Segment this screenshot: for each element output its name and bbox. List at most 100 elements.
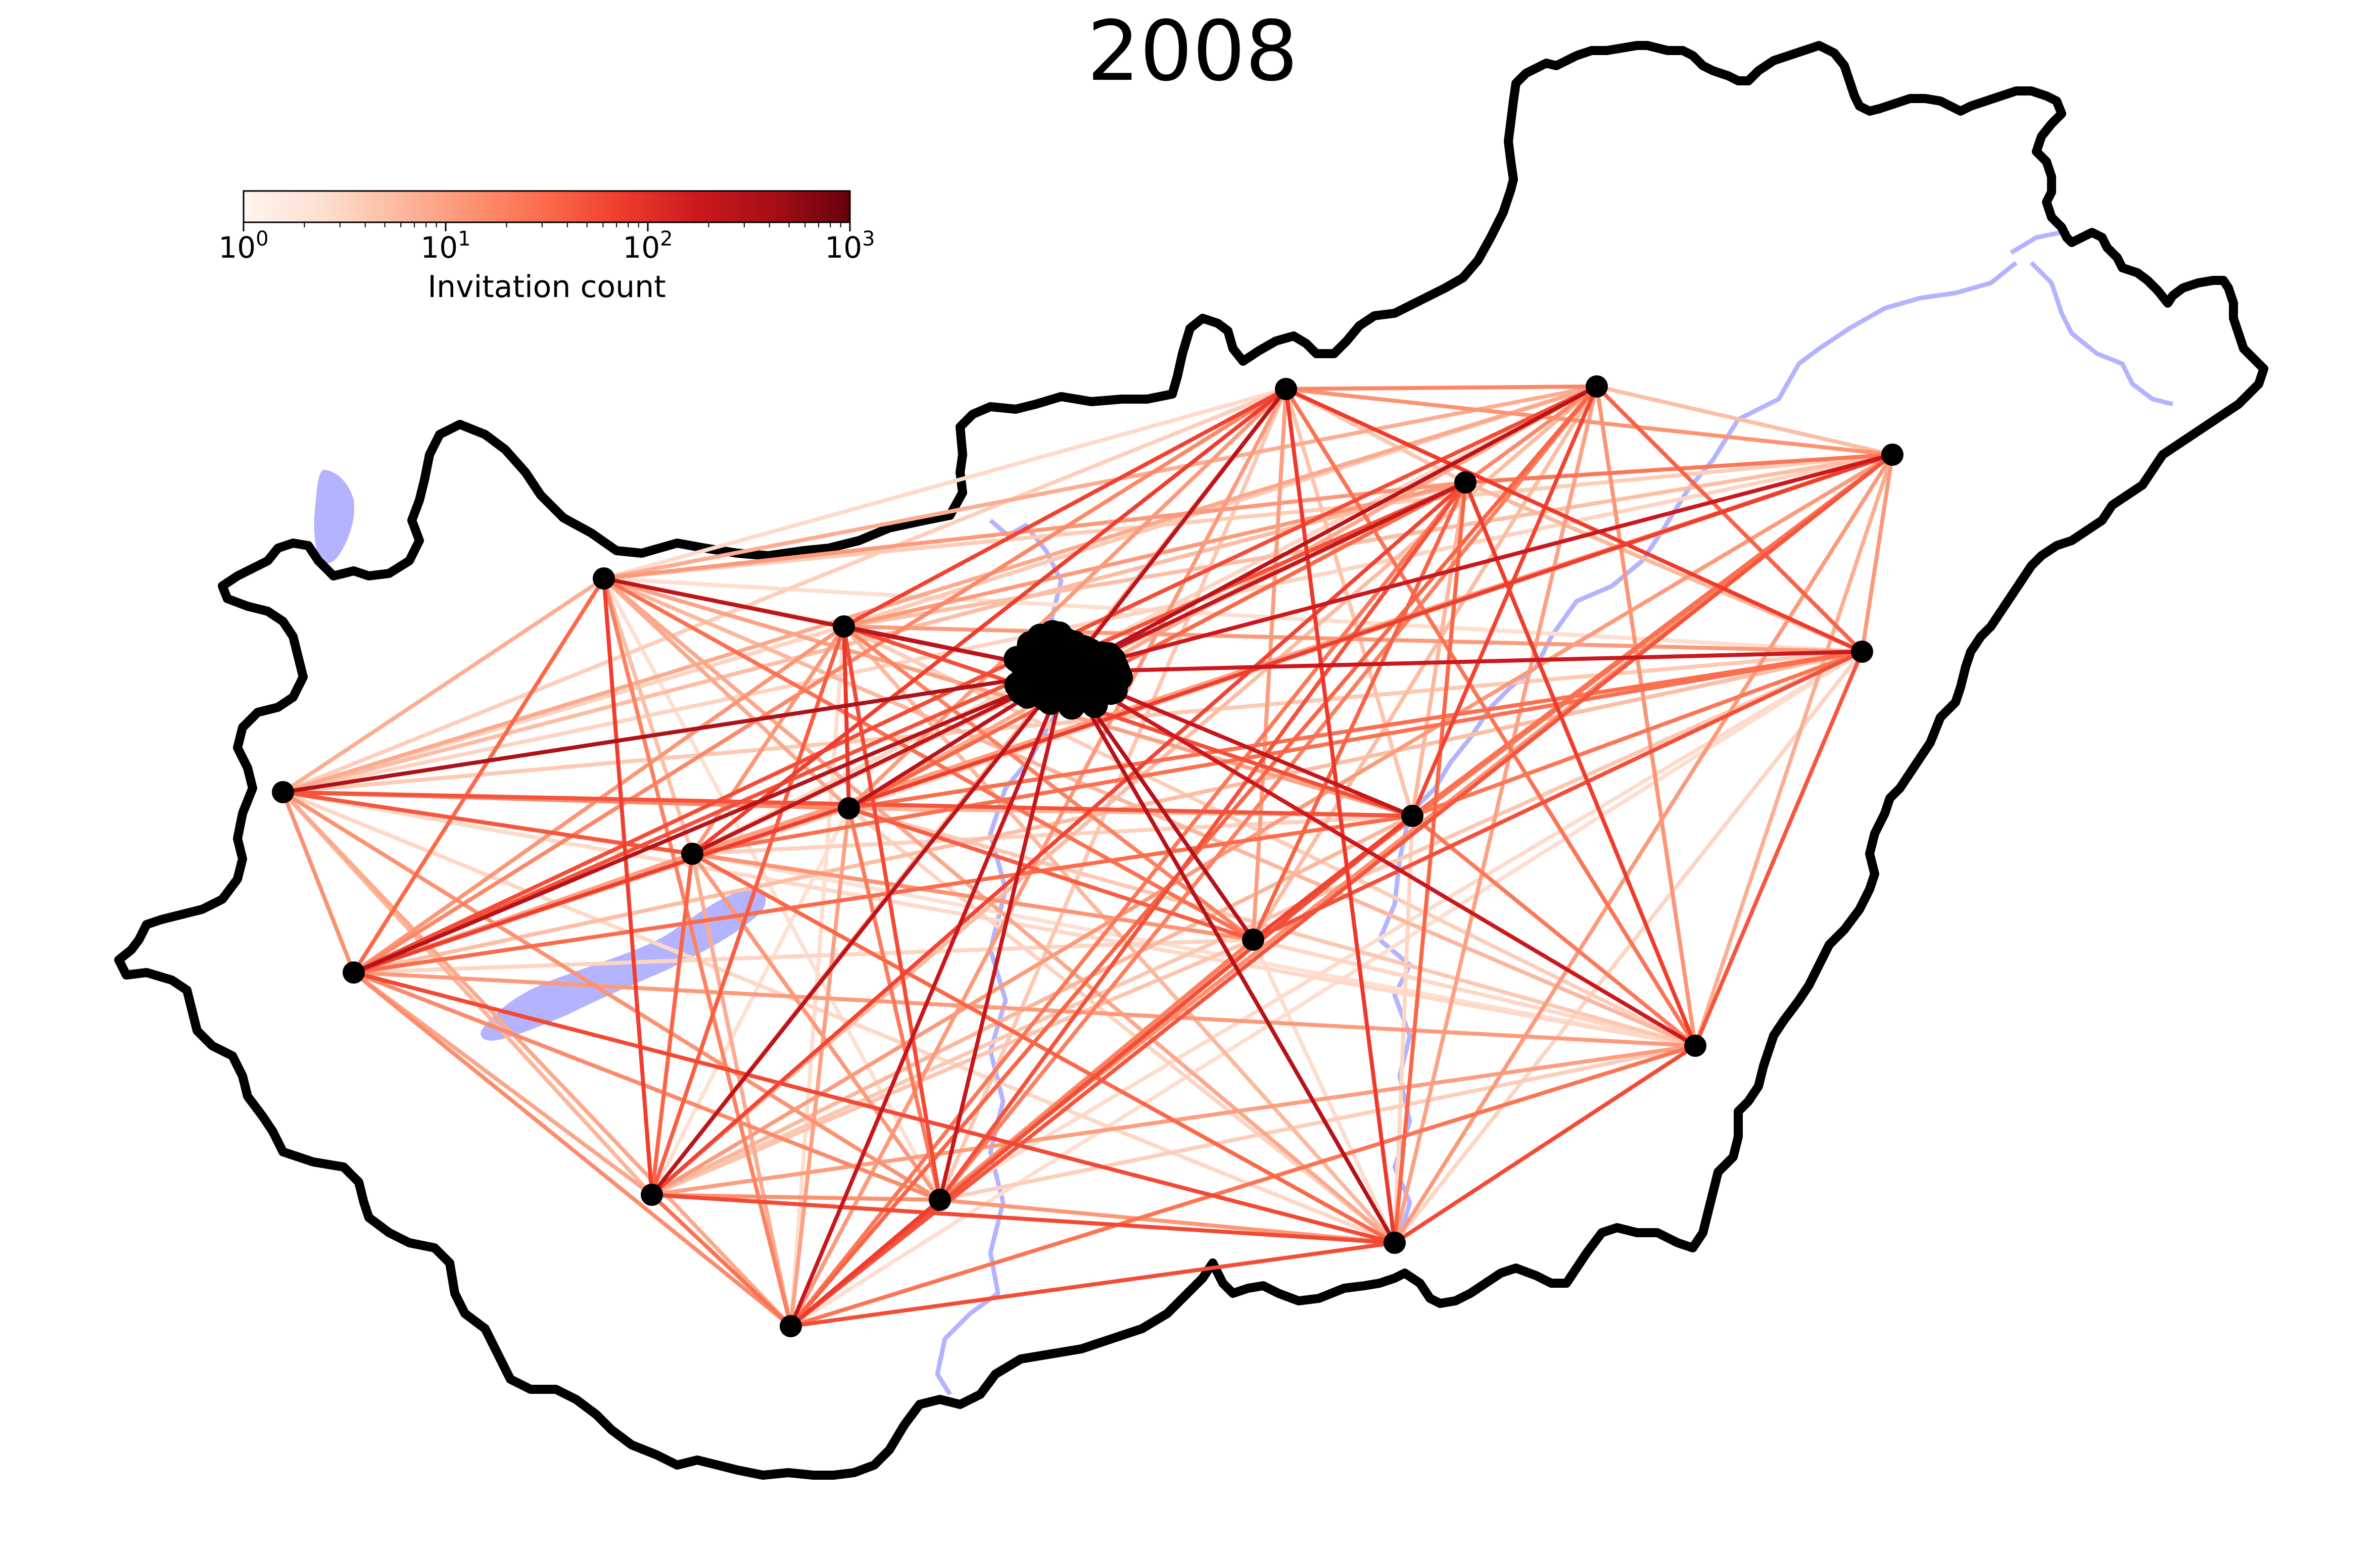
city-node [838,797,860,819]
network-edge [1410,480,1467,818]
network-edge [281,387,1288,794]
network-edge [938,1044,1697,1202]
network-edge [352,814,1414,975]
country-border [114,41,2268,1480]
capital-hub-cluster [1004,620,1133,720]
lakes [314,470,766,1041]
network-edge [352,938,1255,975]
network-edge [842,480,1467,628]
city-node [780,1315,802,1337]
colorbar: 100 101 102 103 Invitation count [218,190,875,305]
network-edge [281,790,1397,1245]
network-edge [1463,480,1697,1048]
hub-point [1062,689,1089,716]
network-edge [602,384,1599,580]
network-edge [1064,480,1467,674]
city-node [343,961,365,984]
network-edge [789,814,1414,1328]
network-edge [842,387,1288,628]
network-edge [847,480,1467,810]
network-edge [281,790,793,1328]
network-edge [352,480,1467,975]
city-node [1401,805,1423,827]
lake-neusiedl [314,470,354,563]
network-edge [650,624,846,1197]
network-edge [602,576,694,856]
network-edge [650,1193,1397,1245]
network-edge [1284,387,1864,654]
network-edge [352,970,654,1197]
city-node [272,781,294,803]
city-node [1684,1035,1706,1057]
network-edge [1595,384,1697,1048]
network-edge [602,576,851,810]
city-node [1454,471,1477,494]
colorbar-tick-0: 100 [218,227,268,265]
network-edge [1410,384,1599,818]
network-edge [352,970,793,1328]
network-edge [1860,453,1894,654]
network-edge [650,453,1894,1197]
network-edge [1064,453,1894,674]
network-nodes [272,375,1903,1337]
network-edge [352,970,1397,1245]
network-edge [1410,814,1697,1048]
network-edge [1393,480,1467,1245]
network-edge [650,1193,793,1328]
network-edge [1595,384,1864,654]
network-edge [1463,384,1599,484]
city-node [1275,378,1297,400]
hub-point [1059,656,1086,683]
network-edge [352,970,1697,1048]
network-edge [281,384,1599,794]
network-edge [690,852,942,1202]
network-edge [352,576,606,975]
network-edge [847,806,1255,942]
network-edge [847,806,1397,1245]
network-edge [1693,650,1864,1048]
network-edge [602,453,1894,580]
network-edge [1064,387,1288,674]
network-edge [650,938,1255,1197]
hub-point [1093,671,1120,698]
network-edge [1251,650,1864,942]
network-edge [1410,453,1894,818]
colorbar-minor-ticks [304,222,841,227]
network-edge [842,624,1255,942]
network-edge [1595,384,1894,457]
network-edge [842,624,1414,818]
network-edge [1064,384,1599,674]
colorbar-tick-2: 102 [623,227,673,265]
network-edge [690,624,846,856]
network-edge [602,480,1467,580]
network-edge [281,790,356,975]
colorbar-gradient [243,190,851,223]
network-edge [690,384,1599,856]
colorbar-ticks [243,222,851,231]
city-node [1851,641,1873,663]
hub-point [1027,623,1054,650]
network-edges [281,384,1894,1328]
city-node [1242,929,1264,951]
city-node [681,843,703,865]
network-edge [281,670,1068,794]
network-edge [938,480,1467,1202]
network-edge [650,814,1414,1197]
network-edge [352,387,1288,975]
network-edge [938,1198,1397,1245]
network-edge [1251,480,1467,942]
network-edge [1393,453,1894,1245]
network-edge [602,576,654,1197]
city-node [641,1184,663,1206]
network-edge [602,387,1288,580]
hub-point [1053,628,1080,655]
city-node [833,615,855,638]
network-edge [690,387,1288,856]
network-edge [1284,387,1397,1245]
network-edge [650,670,1068,1197]
lake-balaton [481,889,766,1041]
network-edge [1284,384,1599,391]
colorbar-label: Invitation count [427,269,665,305]
network-edge [1064,650,1864,674]
